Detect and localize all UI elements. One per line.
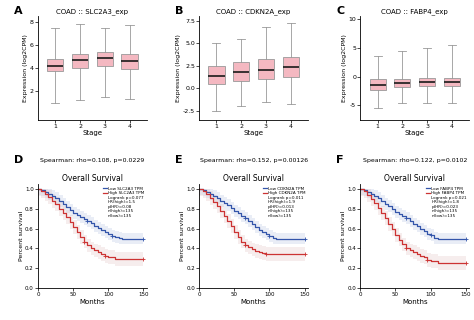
Text: A: A [14, 6, 23, 16]
PathPatch shape [121, 54, 137, 69]
Y-axis label: Percent survival: Percent survival [180, 211, 185, 261]
Legend: Low CDKN2A TPM, High CDKN2A TPM, Logrank p=0.011, HR(high)=1.9, p(HR)=0.013, n(h: Low CDKN2A TPM, High CDKN2A TPM, Logrank… [262, 186, 306, 218]
PathPatch shape [394, 79, 410, 87]
X-axis label: Months: Months [241, 299, 266, 305]
X-axis label: Months: Months [80, 299, 105, 305]
PathPatch shape [233, 62, 249, 81]
Text: Spearman: rho=0.108, p=0.0229: Spearman: rho=0.108, p=0.0229 [40, 158, 145, 164]
PathPatch shape [209, 66, 225, 84]
PathPatch shape [47, 59, 64, 71]
Title: Overall Survival: Overall Survival [384, 174, 445, 183]
Y-axis label: Expression (log2CPM): Expression (log2CPM) [23, 34, 28, 102]
Text: E: E [175, 155, 183, 165]
Text: D: D [14, 155, 23, 165]
PathPatch shape [258, 59, 274, 79]
X-axis label: Stage: Stage [405, 130, 425, 136]
X-axis label: Stage: Stage [244, 130, 264, 136]
X-axis label: Months: Months [402, 299, 428, 305]
Legend: Low SLC2A3 TPM, High SLC2A3 TPM, Logrank p=0.077, HR(high)=1.5, p(HR)=0.08, n(hi: Low SLC2A3 TPM, High SLC2A3 TPM, Logrank… [102, 186, 145, 218]
Title: COAD :: CDKN2A_exp: COAD :: CDKN2A_exp [217, 8, 291, 15]
PathPatch shape [283, 57, 299, 77]
Title: COAD :: FABP4_exp: COAD :: FABP4_exp [382, 8, 448, 15]
Title: Overall Survival: Overall Survival [223, 174, 284, 183]
Text: C: C [337, 6, 345, 16]
Title: Overall Survival: Overall Survival [62, 174, 123, 183]
PathPatch shape [444, 78, 460, 86]
Y-axis label: Expression (log2CPM): Expression (log2CPM) [342, 34, 347, 102]
Text: Spearman: rho=0.152, p=0.00126: Spearman: rho=0.152, p=0.00126 [200, 158, 308, 164]
PathPatch shape [97, 52, 113, 66]
Y-axis label: Expression (log2CPM): Expression (log2CPM) [176, 34, 182, 102]
Y-axis label: Percent survival: Percent survival [341, 211, 346, 261]
Title: COAD :: SLC2A3_exp: COAD :: SLC2A3_exp [56, 8, 128, 15]
PathPatch shape [370, 79, 386, 90]
PathPatch shape [419, 78, 435, 86]
Text: F: F [337, 155, 344, 165]
Text: Spearman: rho=0.122, p=0.0102: Spearman: rho=0.122, p=0.0102 [363, 158, 467, 164]
Legend: Low FABP4 TPM, High FABP4 TPM, Logrank p=0.021, HR(high)=1.8, p(HR)=0.023, n(hig: Low FABP4 TPM, High FABP4 TPM, Logrank p… [426, 186, 467, 218]
Text: B: B [175, 6, 183, 16]
X-axis label: Stage: Stage [82, 130, 102, 136]
Y-axis label: Percent survival: Percent survival [18, 211, 24, 261]
PathPatch shape [72, 54, 88, 68]
